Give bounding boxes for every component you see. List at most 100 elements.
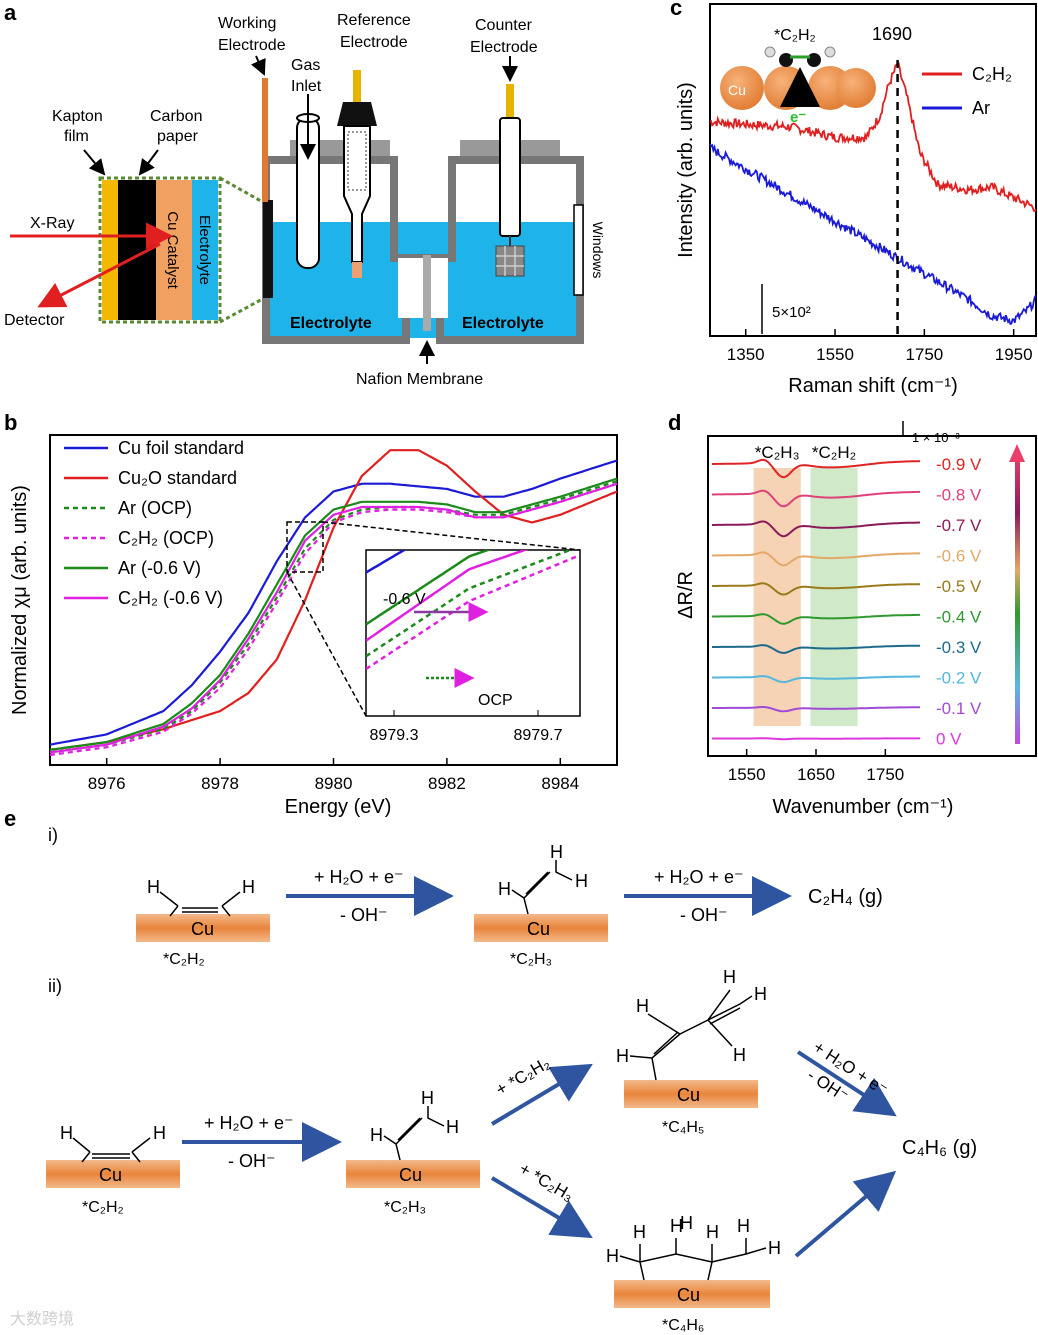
cu-label-c4h5: Cu bbox=[677, 1085, 700, 1105]
zoom-line-b1 bbox=[322, 521, 581, 551]
counter-electrode-mesh bbox=[495, 245, 525, 277]
c4h6-bonds bbox=[619, 1238, 767, 1281]
cu-atom-1 bbox=[720, 66, 764, 110]
xtick-label-c-2: 1750 bbox=[905, 345, 943, 364]
h-i1a: H bbox=[147, 877, 160, 897]
pathway-ii-label: ii) bbox=[48, 976, 62, 996]
series-line-b-2 bbox=[49, 480, 618, 754]
working-pointer bbox=[251, 55, 266, 76]
series-line-d-1 bbox=[712, 489, 920, 508]
peak-label: 1690 bbox=[872, 24, 912, 44]
step-label-i2a: + H₂O + e⁻ bbox=[654, 867, 744, 887]
band-label-d-1: *C₂H₂ bbox=[812, 443, 856, 462]
nafion-membrane bbox=[423, 255, 431, 331]
series-label-d-9: 0 V bbox=[936, 730, 962, 749]
electrolyte-layer bbox=[192, 180, 218, 320]
xtick-label-b-3: 8982 bbox=[428, 774, 466, 793]
counter-label-1: Counter bbox=[475, 17, 533, 34]
h-ii2a: H bbox=[370, 1125, 383, 1145]
cu-label-c4h6: Cu bbox=[677, 1285, 700, 1305]
electron-label: e⁻ bbox=[790, 109, 806, 126]
panel-e-mechanism: i) ii) Cu H H *C₂H₂ + H₂O + e⁻ - OH⁻ Cu … bbox=[46, 825, 977, 1334]
label-c4h6: *C₄H₆ bbox=[662, 1317, 704, 1334]
cu-surface-ii1 bbox=[46, 1160, 180, 1188]
series-label-d-3: -0.6 V bbox=[936, 547, 982, 566]
working-electrode-label-2: Electrode bbox=[218, 37, 286, 54]
legend-label-b-3: C₂H₂ (OCP) bbox=[118, 528, 214, 548]
panel-label-d: d bbox=[668, 410, 681, 435]
series-line-b-5 bbox=[49, 482, 618, 754]
zoom-box bbox=[98, 176, 222, 324]
gas-inlet-label-2: Inlet bbox=[291, 78, 322, 95]
cu-label-ii1: Cu bbox=[99, 1165, 122, 1185]
h-c4h6-6: H bbox=[737, 1216, 750, 1236]
panel-label-b: b bbox=[4, 410, 17, 435]
series-label-d-2: -0.7 V bbox=[936, 516, 982, 535]
ylabel-c: Intensity (arb. units) bbox=[675, 82, 697, 258]
nafion-label: Nafion Membrane bbox=[356, 371, 483, 388]
series-label-d-4: -0.5 V bbox=[936, 577, 982, 596]
label-c2h2-ii: *C₂H₂ bbox=[82, 1199, 124, 1216]
series-line-b-0 bbox=[49, 459, 618, 746]
xlabel-c: Raman shift (cm⁻¹) bbox=[788, 375, 957, 397]
windows-label: Windows bbox=[590, 222, 606, 279]
series-label-d-5: -0.4 V bbox=[936, 608, 982, 627]
plot-frame-c bbox=[709, 3, 1037, 337]
inset-line-b-3 bbox=[366, 555, 577, 671]
h-c4h5-5: H bbox=[733, 1045, 746, 1065]
label-c2h3-i: *C₂H₃ bbox=[510, 951, 552, 968]
reference-electrode-frit bbox=[347, 131, 367, 191]
xtick-label-b-0: 8976 bbox=[88, 774, 126, 793]
reference-label-2: Electrode bbox=[340, 34, 408, 51]
step-label-ii1a: + H₂O + e⁻ bbox=[204, 1113, 294, 1133]
series-line-d-9 bbox=[712, 737, 920, 741]
inset-line-b-4 bbox=[366, 550, 492, 626]
series-label-d-0: -0.9 V bbox=[936, 455, 982, 474]
watermark: 大数跨境 bbox=[10, 1309, 74, 1328]
inset-frame-b bbox=[365, 549, 581, 717]
h-i2c: H bbox=[575, 871, 588, 891]
xlabel-b: Energy (eV) bbox=[285, 796, 392, 818]
xtick-label-d-1: 1650 bbox=[797, 765, 835, 784]
working-electrode bbox=[262, 78, 268, 202]
series-label-d-8: -0.1 V bbox=[936, 699, 982, 718]
pathway-i-label: i) bbox=[48, 825, 58, 845]
c2h3-bonds-ii bbox=[383, 1106, 445, 1161]
h-atom-1 bbox=[764, 46, 776, 58]
series-line-d-0 bbox=[712, 458, 921, 479]
xtick-label-b-2: 8980 bbox=[315, 774, 353, 793]
legend-label-b-5: C₂H₂ (-0.6 V) bbox=[118, 588, 223, 608]
ylabel-b: Normalized χμ (arb. units) bbox=[9, 485, 31, 715]
arrow-c4h5 bbox=[796, 1050, 897, 1117]
h-c4h6-4: H bbox=[680, 1213, 693, 1233]
ylabel-d: ΔR/R bbox=[675, 571, 697, 619]
h-ii1b: H bbox=[153, 1123, 166, 1143]
kapton-label-1: Kapton bbox=[52, 108, 103, 125]
h-c4h5-3: H bbox=[723, 967, 736, 987]
panel-label-a: a bbox=[4, 0, 17, 25]
gas-inlet-label-1: Gas bbox=[291, 57, 320, 74]
legend-label-b-1: Cu₂O standard bbox=[118, 468, 237, 488]
electrolyte-right-label: Electrolyte bbox=[462, 315, 544, 332]
arrow-ii2-down bbox=[490, 1176, 593, 1239]
cu-catalyst-layer bbox=[156, 180, 192, 320]
panel-label-c: c bbox=[670, 0, 682, 20]
arrow-c4h6 bbox=[794, 1170, 897, 1258]
panel-b-xanes-chart: 8976 8978 8980 8982 8984 Energy (eV) Normali… bbox=[9, 434, 618, 818]
mesh-lines bbox=[496, 246, 524, 276]
panel-a-cell-diagram: Cu Catalyst Electrolyte X-Ray Detector K… bbox=[4, 12, 606, 388]
h-c4h5-4: H bbox=[754, 984, 767, 1004]
zoom-region-b bbox=[286, 521, 324, 573]
xtick-label-c-3: 1950 bbox=[995, 345, 1033, 364]
inset-line-b-0 bbox=[366, 550, 407, 574]
carbon-pointer bbox=[138, 149, 159, 176]
series-line-d-7 bbox=[712, 675, 920, 684]
h-c4h6-2: H bbox=[633, 1222, 646, 1242]
reference-label-1: Reference bbox=[337, 12, 411, 29]
counter-electrode-wire bbox=[506, 84, 514, 118]
step-label-ii1b: - OH⁻ bbox=[228, 1151, 276, 1171]
electrolyte-left-label: Electrolyte bbox=[290, 315, 372, 332]
h-c4h6-3: H bbox=[670, 1216, 683, 1236]
inset-label-ocp: OCP bbox=[478, 692, 513, 709]
